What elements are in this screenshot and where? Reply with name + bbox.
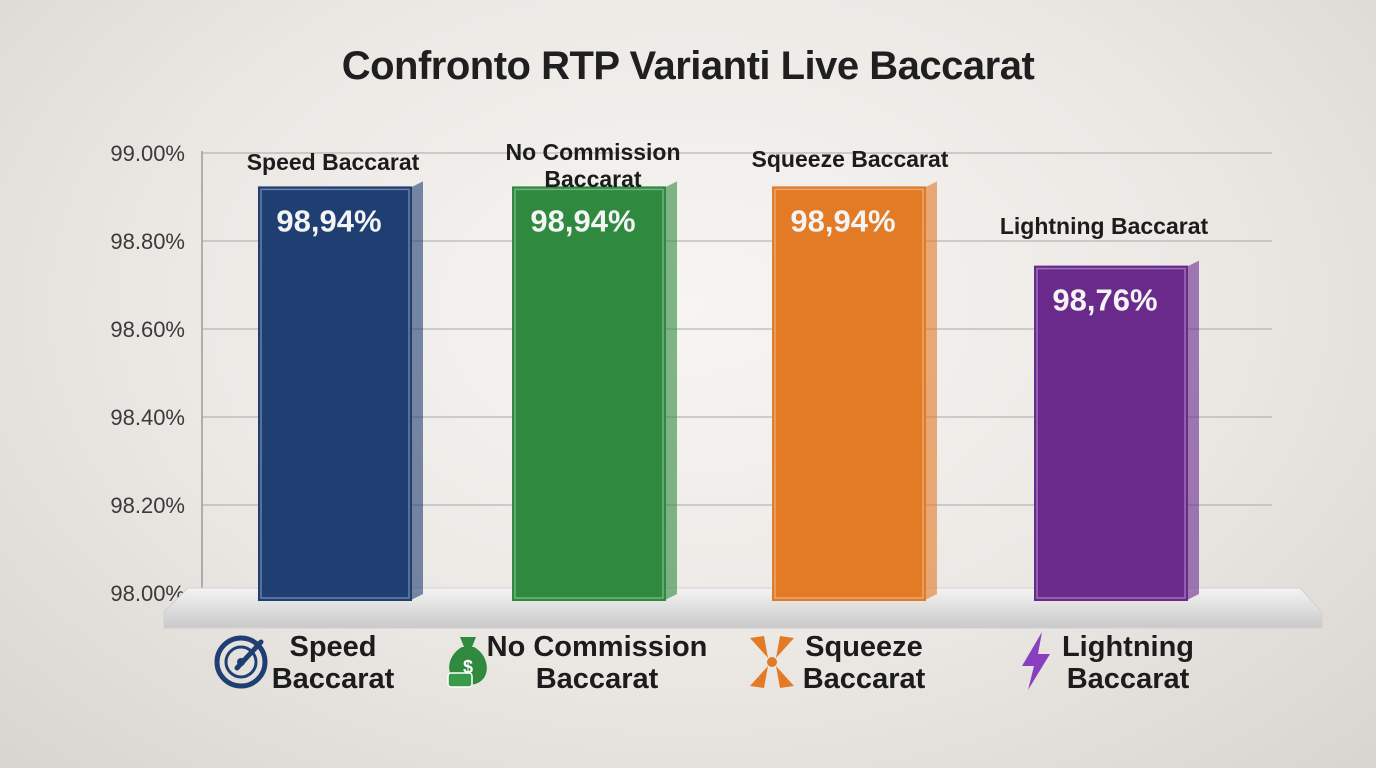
y-tick-label: 98.80% xyxy=(110,229,185,254)
svg-text:$: $ xyxy=(463,657,473,677)
bar-side xyxy=(925,181,937,600)
bar xyxy=(258,186,412,601)
bar-side xyxy=(665,181,677,600)
bar xyxy=(772,186,926,601)
chart-title: Confronto RTP Varianti Live Baccarat xyxy=(341,44,1035,88)
legend-label: No Commission Baccarat xyxy=(487,631,708,695)
legend-label: Speed Baccarat xyxy=(272,631,395,695)
bar-value-label: 98,94% xyxy=(530,203,635,238)
bar-glow xyxy=(260,188,410,599)
bar-group: 98,94% xyxy=(258,181,423,601)
y-axis: 98.00% 98.20% 98.40% 98.60% 98.80% 99.00% xyxy=(110,141,203,606)
bar-side xyxy=(411,181,423,600)
bar-glow xyxy=(514,188,664,599)
bar xyxy=(1034,265,1188,601)
bar-group: 98,94% xyxy=(512,181,677,601)
money-bag-icon: $ xyxy=(447,637,487,688)
bar-glow xyxy=(774,188,924,599)
y-tick-label: 98.40% xyxy=(110,405,185,430)
y-tick-label: 98.60% xyxy=(110,317,185,342)
bars: 98,94% 98,94% 98,94% 98,76% Speed Baccarat No… xyxy=(247,139,1209,601)
y-tick-label: 98.00% xyxy=(110,581,185,606)
squeeze-cards-icon xyxy=(750,636,794,688)
legend: $ Speed Baccarat No Commission Baccarat Sque… xyxy=(214,631,1194,695)
bar-value-label: 98,76% xyxy=(1052,283,1157,318)
bar-category-label: No Commission Baccarat xyxy=(505,139,680,192)
bar-value-label: 98,94% xyxy=(790,203,895,238)
bar-side xyxy=(1187,260,1199,600)
speedometer-icon xyxy=(214,635,268,689)
bar xyxy=(512,186,666,601)
bar-group: 98,94% xyxy=(772,181,937,601)
chart-base-platform xyxy=(163,587,1323,629)
bar-group: 98,76% xyxy=(1034,260,1199,601)
legend-label: Squeeze Baccarat xyxy=(803,631,926,695)
y-tick-label: 98.20% xyxy=(110,493,185,518)
bar-value-label: 98,94% xyxy=(276,203,381,238)
y-tick-label: 99.00% xyxy=(110,141,185,166)
bar-category-label: Lightning Baccarat xyxy=(1000,213,1209,239)
lightning-bolt-icon xyxy=(1022,632,1050,690)
legend-label: Lightning Baccarat xyxy=(1062,631,1194,695)
bar-category-label: Speed Baccarat xyxy=(247,149,420,175)
bar-category-label: Squeeze Baccarat xyxy=(752,146,949,172)
bar-glow xyxy=(1036,267,1186,599)
